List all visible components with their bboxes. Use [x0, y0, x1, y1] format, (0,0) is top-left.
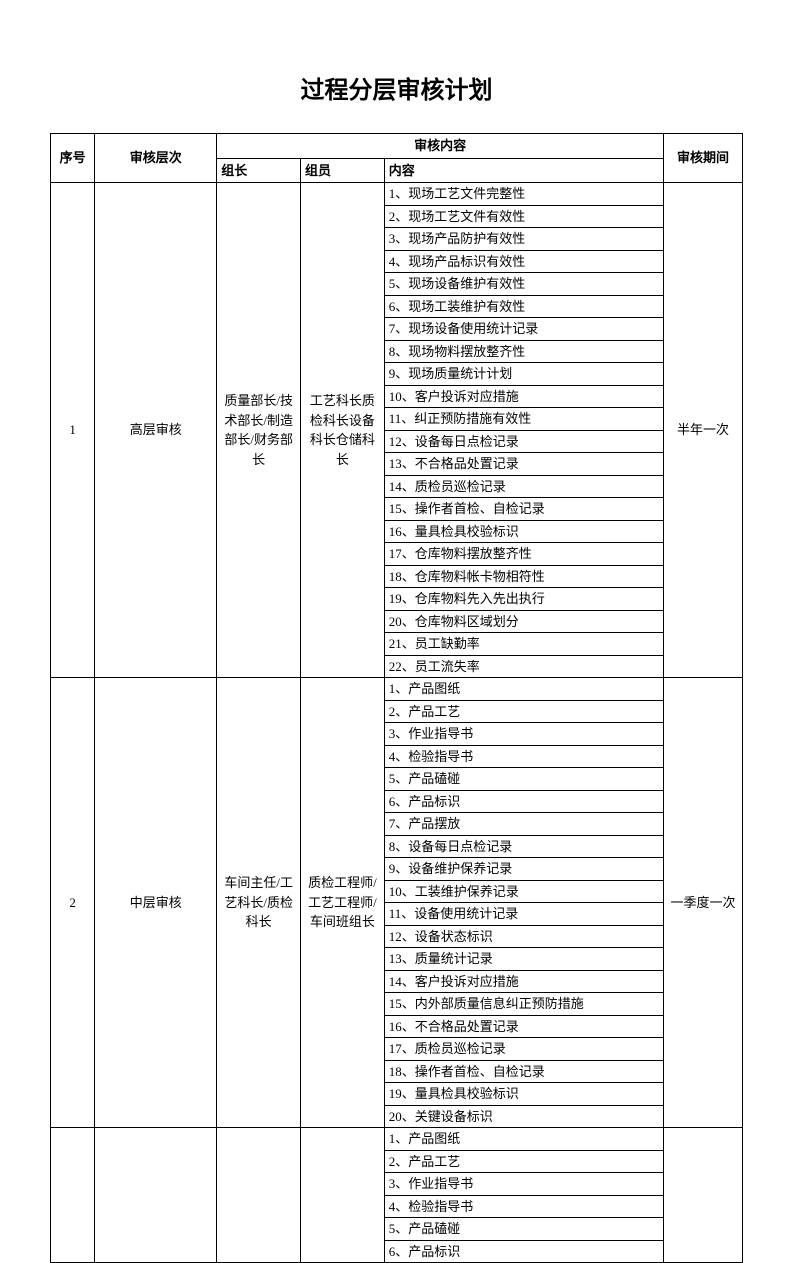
cell-content: 12、设备状态标识 [384, 925, 663, 948]
cell-content: 5、产品磕碰 [384, 1218, 663, 1241]
cell-content: 10、客户投诉对应措施 [384, 385, 663, 408]
header-period: 审核期间 [663, 134, 742, 183]
cell-content: 4、现场产品标识有效性 [384, 250, 663, 273]
cell-content: 15、操作者首检、自检记录 [384, 498, 663, 521]
cell-content: 20、仓库物料区域划分 [384, 610, 663, 633]
table-row: 1高层审核质量部长/技术部长/制造部长/财务部长工艺科长质检科长设备科长仓储科长… [51, 183, 743, 206]
cell-seq: 1 [51, 183, 95, 678]
cell-content: 19、仓库物料先入先出执行 [384, 588, 663, 611]
cell-content: 13、不合格品处置记录 [384, 453, 663, 476]
cell-content: 9、现场质量统计计划 [384, 363, 663, 386]
audit-plan-table: 序号 审核层次 审核内容 审核期间 组长 组员 内容 1高层审核质量部长/技术部… [50, 133, 743, 1263]
cell-content: 15、内外部质量信息纠正预防措施 [384, 993, 663, 1016]
header-member: 组员 [301, 158, 385, 183]
cell-member [301, 1128, 385, 1263]
cell-content: 2、现场工艺文件有效性 [384, 205, 663, 228]
cell-content: 7、产品摆放 [384, 813, 663, 836]
header-content-group: 审核内容 [217, 134, 664, 159]
header-seq: 序号 [51, 134, 95, 183]
cell-content: 2、产品工艺 [384, 700, 663, 723]
cell-period: 一季度一次 [663, 678, 742, 1128]
cell-content: 3、作业指导书 [384, 1173, 663, 1196]
cell-content: 4、检验指导书 [384, 1195, 663, 1218]
cell-period: 半年一次 [663, 183, 742, 678]
page-title: 过程分层审核计划 [50, 70, 743, 105]
cell-content: 22、员工流失率 [384, 655, 663, 678]
cell-content: 17、仓库物料摆放整齐性 [384, 543, 663, 566]
cell-level [95, 1128, 217, 1263]
cell-content: 3、作业指导书 [384, 723, 663, 746]
cell-content: 1、产品图纸 [384, 678, 663, 701]
cell-level: 中层审核 [95, 678, 217, 1128]
cell-content: 21、员工缺勤率 [384, 633, 663, 656]
cell-content: 13、质量统计记录 [384, 948, 663, 971]
cell-content: 8、设备每日点检记录 [384, 835, 663, 858]
cell-seq: 2 [51, 678, 95, 1128]
cell-content: 17、质检员巡检记录 [384, 1038, 663, 1061]
cell-content: 4、检验指导书 [384, 745, 663, 768]
header-content: 内容 [384, 158, 663, 183]
cell-content: 14、客户投诉对应措施 [384, 970, 663, 993]
cell-content: 16、量具检具校验标识 [384, 520, 663, 543]
cell-seq [51, 1128, 95, 1263]
cell-content: 8、现场物料摆放整齐性 [384, 340, 663, 363]
cell-content: 16、不合格品处置记录 [384, 1015, 663, 1038]
cell-member: 质检工程师/工艺工程师/车间班组长 [301, 678, 385, 1128]
table-row: 2中层审核车间主任/工艺科长/质检科长质检工程师/工艺工程师/车间班组长1、产品… [51, 678, 743, 701]
header-level: 审核层次 [95, 134, 217, 183]
cell-content: 3、现场产品防护有效性 [384, 228, 663, 251]
cell-leader: 车间主任/工艺科长/质检科长 [217, 678, 301, 1128]
cell-content: 19、量具检具校验标识 [384, 1083, 663, 1106]
cell-content: 18、操作者首检、自检记录 [384, 1060, 663, 1083]
header-leader: 组长 [217, 158, 301, 183]
cell-level: 高层审核 [95, 183, 217, 678]
cell-content: 1、产品图纸 [384, 1128, 663, 1151]
cell-content: 7、现场设备使用统计记录 [384, 318, 663, 341]
cell-content: 9、设备维护保养记录 [384, 858, 663, 881]
table-row: 1、产品图纸 [51, 1128, 743, 1151]
cell-content: 1、现场工艺文件完整性 [384, 183, 663, 206]
cell-period [663, 1128, 742, 1263]
cell-leader: 质量部长/技术部长/制造部长/财务部长 [217, 183, 301, 678]
cell-member: 工艺科长质检科长设备科长仓储科长 [301, 183, 385, 678]
cell-content: 6、产品标识 [384, 1240, 663, 1263]
cell-content: 6、产品标识 [384, 790, 663, 813]
cell-content: 18、仓库物料帐卡物相符性 [384, 565, 663, 588]
cell-content: 20、关键设备标识 [384, 1105, 663, 1128]
cell-leader [217, 1128, 301, 1263]
cell-content: 10、工装维护保养记录 [384, 880, 663, 903]
cell-content: 14、质检员巡检记录 [384, 475, 663, 498]
cell-content: 5、产品磕碰 [384, 768, 663, 791]
cell-content: 2、产品工艺 [384, 1150, 663, 1173]
cell-content: 12、设备每日点检记录 [384, 430, 663, 453]
cell-content: 6、现场工装维护有效性 [384, 295, 663, 318]
cell-content: 11、设备使用统计记录 [384, 903, 663, 926]
cell-content: 5、现场设备维护有效性 [384, 273, 663, 296]
table-body: 1高层审核质量部长/技术部长/制造部长/财务部长工艺科长质检科长设备科长仓储科长… [51, 183, 743, 1263]
cell-content: 11、纠正预防措施有效性 [384, 408, 663, 431]
